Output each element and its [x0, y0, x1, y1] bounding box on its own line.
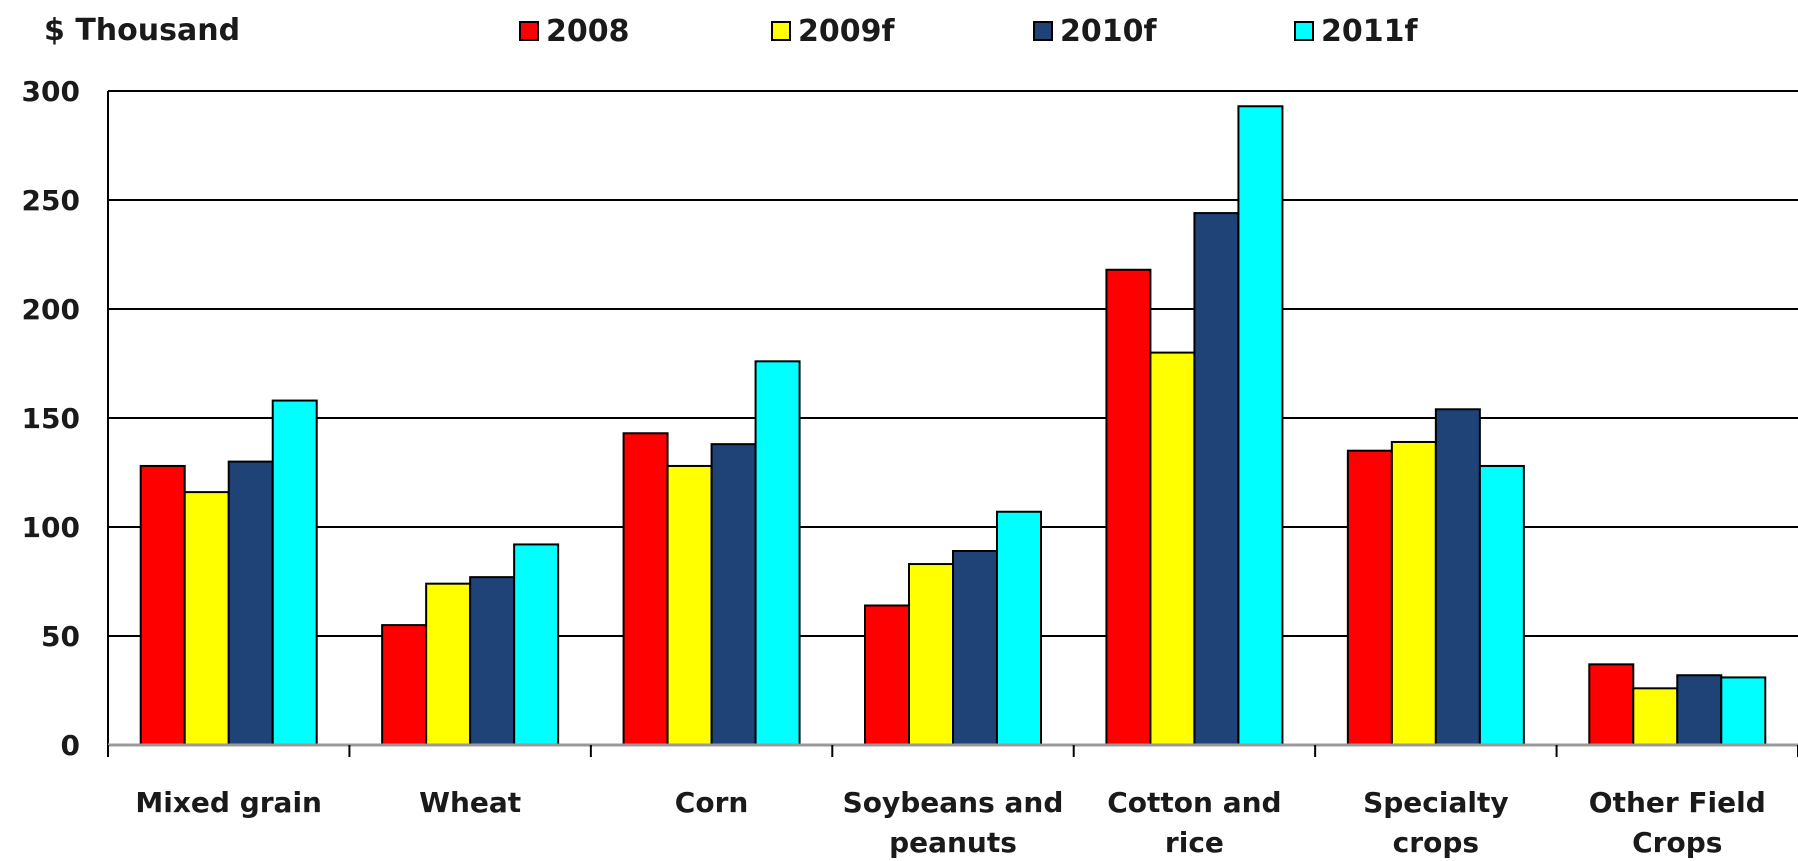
bar-2010f [1434, 408, 1481, 746]
y-tick-label: 200 [22, 293, 80, 326]
y-tick-label: 300 [22, 75, 80, 108]
legend-label-2011f: 2011f [1321, 14, 1418, 49]
x-tick-label: Cotton and [1107, 786, 1281, 819]
legend-swatch-2010f [1033, 21, 1053, 41]
x-tick-label: Other Field [1589, 786, 1766, 819]
x-tick-label: peanuts [889, 826, 1017, 859]
legend-label-2010f: 2010f [1060, 14, 1157, 49]
y-tick-label: 250 [22, 184, 80, 217]
bar-2008 [1588, 663, 1635, 747]
legend-label-2009f: 2009f [798, 14, 895, 49]
bar-2008 [139, 464, 186, 746]
bar-2010f [710, 443, 757, 746]
y-tick-label: 0 [61, 729, 80, 762]
legend-label-2008: 2008 [546, 14, 630, 49]
bar-2011f [754, 360, 801, 746]
bar-2010f [1676, 674, 1723, 746]
x-tick-label: Soybeans and [843, 786, 1064, 819]
bar-2010f [1193, 212, 1240, 746]
x-tick-label: crops [1393, 826, 1479, 859]
bar-2009f [425, 582, 472, 746]
bar-2010f [469, 576, 516, 747]
bar-2008 [1105, 268, 1152, 746]
x-tick-label: rice [1165, 826, 1224, 859]
bar-2008 [864, 604, 910, 746]
bar-2008 [1346, 449, 1393, 746]
bar-2010f [227, 460, 274, 746]
bar-2008 [381, 624, 428, 746]
legend-swatch-2008 [519, 21, 539, 41]
x-tick-label: Wheat [419, 786, 521, 819]
bar-2009f [1632, 687, 1679, 747]
x-axis-labels: Mixed grain Wheat Corn Soybeans and peanuts C… [135, 786, 1765, 859]
bar-2009f [1149, 351, 1196, 746]
legend-swatch-2009f [771, 21, 791, 41]
y-tick-label: 50 [41, 620, 80, 653]
y-tick-label: 100 [22, 511, 80, 544]
bar-2011f [271, 399, 318, 746]
x-tick-label: Crops [1632, 826, 1722, 859]
x-tick-label: Corn [675, 786, 749, 819]
bar-2011f [1720, 676, 1767, 746]
legend: 2008 2009f 2010f 2011f [519, 14, 1418, 49]
bar-2010f [952, 549, 998, 746]
bar-2011f [1237, 105, 1284, 746]
bar-2008 [622, 432, 669, 746]
bar-2009f [908, 563, 954, 746]
bar-2009f [666, 464, 713, 746]
bar-2009f [183, 491, 230, 746]
y-tick-label: 150 [22, 402, 80, 435]
y-axis-label: $ Thousand [44, 13, 240, 48]
bar-2011f [513, 543, 560, 746]
x-tick-label: Specialty [1363, 786, 1509, 819]
bar-2009f [1390, 440, 1437, 746]
bar-2011f [996, 510, 1042, 746]
bars [139, 105, 1767, 747]
legend-swatch-2011f [1294, 21, 1314, 41]
axes [107, 91, 1798, 757]
bar-2011f [1478, 464, 1525, 746]
x-tick-label: Mixed grain [135, 786, 322, 819]
y-axis-ticks: 0 50 100 150 200 250 300 [22, 75, 80, 762]
